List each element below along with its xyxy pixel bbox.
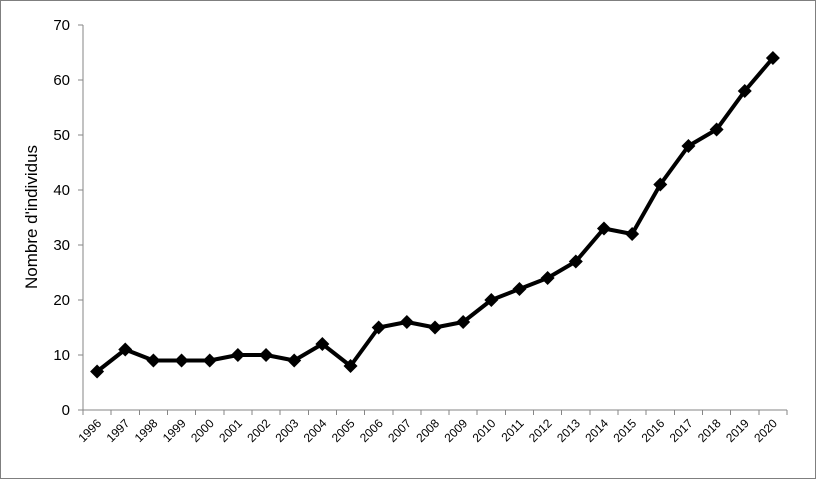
x-tick-label: 2004 — [301, 416, 330, 445]
x-tick-label: 2001 — [216, 416, 245, 445]
x-tick-label: 2015 — [610, 416, 639, 445]
x-axis: 1996 1997 1998 1999 2000 2001 2002 2003 2004 2005… — [75, 409, 788, 445]
data-point-marker — [625, 227, 640, 241]
x-tick-label: 2016 — [639, 416, 668, 445]
data-point-marker — [681, 139, 696, 153]
x-tick-label: 2006 — [357, 416, 386, 445]
x-tick-label: 2014 — [582, 416, 611, 445]
y-tick-label: 0 — [62, 402, 70, 419]
data-point-marker — [512, 282, 527, 296]
x-tick-label: 2012 — [526, 416, 555, 445]
x-tick-label: 2010 — [470, 416, 499, 445]
data-point-marker — [146, 353, 161, 368]
x-tick-label: 2013 — [554, 416, 583, 445]
data-point-marker — [230, 348, 245, 362]
data-point-marker — [287, 353, 302, 368]
data-point-marker — [371, 320, 386, 335]
data-point-marker — [399, 315, 414, 329]
x-tick-label: 2008 — [413, 416, 442, 445]
y-tick-label: 20 — [53, 292, 70, 309]
data-point-marker — [174, 353, 189, 368]
data-point-marker — [428, 320, 442, 335]
y-axis-title: Nombre d'individus — [22, 145, 41, 289]
data-point-marker — [259, 348, 274, 362]
x-tick-label: 1997 — [104, 416, 133, 445]
data-point-marker — [765, 51, 780, 65]
x-tick-label: 2000 — [188, 416, 217, 445]
data-point-marker — [653, 177, 668, 192]
data-point-marker — [596, 221, 611, 236]
data-point-marker — [568, 254, 583, 269]
x-tick-label: 2007 — [385, 416, 414, 445]
y-axis: 0 10 20 30 40 50 60 70 — [53, 17, 84, 419]
y-tick-label: 10 — [53, 347, 70, 364]
data-point-marker — [484, 293, 499, 307]
x-tick-label: 2003 — [273, 416, 302, 445]
x-tick-label: 2018 — [695, 416, 724, 445]
x-tick-label: 2011 — [498, 416, 526, 444]
x-tick-label: 2002 — [244, 416, 273, 445]
y-tick-label: 60 — [53, 72, 70, 89]
y-tick-label: 50 — [53, 127, 70, 144]
x-tick-label: 2005 — [329, 416, 358, 445]
y-tick-label: 40 — [53, 182, 70, 199]
data-point-marker — [737, 84, 752, 98]
data-point-marker — [118, 342, 133, 357]
data-point-marker — [315, 337, 330, 351]
x-tick-label: 1996 — [75, 416, 104, 445]
x-tick-label: 2017 — [667, 416, 696, 445]
y-tick-label: 30 — [53, 237, 70, 254]
x-tick-label: 1998 — [132, 416, 161, 445]
data-point-marker — [709, 122, 724, 137]
data-point-marker — [456, 315, 471, 329]
x-tick-label: 1999 — [160, 416, 189, 445]
data-point-marker — [202, 353, 217, 368]
data-point-marker — [90, 364, 105, 379]
y-tick-label: 70 — [53, 17, 70, 34]
series-group — [90, 51, 780, 379]
data-point-marker — [343, 359, 358, 373]
x-tick-label: 2020 — [751, 416, 780, 445]
data-point-marker — [540, 271, 555, 285]
x-tick-label: 2009 — [441, 416, 470, 445]
x-tick-label: 2019 — [723, 416, 752, 445]
